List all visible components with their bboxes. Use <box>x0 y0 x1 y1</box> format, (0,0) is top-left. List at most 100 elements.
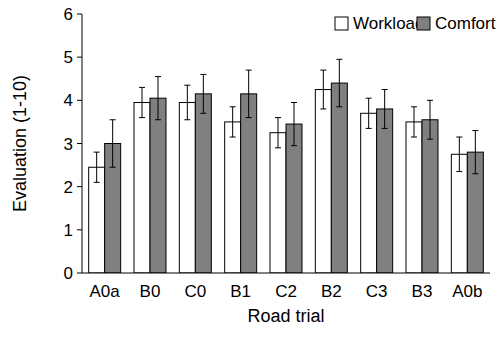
bar <box>134 102 150 273</box>
legend-label: Comfort <box>435 14 496 33</box>
error-cap <box>184 85 190 86</box>
error-bar <box>291 102 297 145</box>
error-line <box>203 74 204 113</box>
error-cap <box>366 128 372 129</box>
y-tick <box>77 57 82 58</box>
error-bar <box>184 85 190 120</box>
legend-swatch <box>417 17 430 30</box>
error-cap <box>200 113 206 114</box>
error-bar <box>94 152 100 182</box>
bar <box>406 122 422 273</box>
bar <box>377 109 393 273</box>
error-line <box>232 107 233 137</box>
error-cap <box>336 59 342 60</box>
error-bar <box>110 120 116 167</box>
legend: Workload Comfort <box>335 14 496 33</box>
error-line <box>475 131 476 174</box>
error-cap <box>291 145 297 146</box>
error-cap <box>382 128 388 129</box>
error-bar <box>275 118 281 148</box>
bar <box>361 113 377 273</box>
y-tick-label: 6 <box>64 5 73 24</box>
error-line <box>368 98 369 128</box>
error-cap <box>366 98 372 99</box>
y-tick <box>77 273 82 274</box>
error-cap <box>411 137 417 138</box>
error-bar <box>366 98 372 128</box>
error-line <box>384 90 385 129</box>
bar <box>315 90 331 273</box>
chart: 0123456A0aB0C0B1C2B2C3B3A0bRoad trialEva… <box>0 0 500 338</box>
error-bar <box>336 59 342 106</box>
error-cap <box>200 74 206 75</box>
x-tick-label: A0a <box>90 282 121 301</box>
x-tick-label: C0 <box>184 282 206 301</box>
error-line <box>323 70 324 109</box>
error-cap <box>336 106 342 107</box>
error-line <box>248 70 249 117</box>
bar <box>150 98 166 273</box>
error-bar <box>139 87 145 117</box>
x-tick-label: B0 <box>140 282 161 301</box>
error-line <box>158 77 159 120</box>
bar <box>225 122 241 273</box>
error-bar <box>382 90 388 129</box>
error-cap <box>427 100 433 101</box>
error-cap <box>320 108 326 109</box>
bar <box>422 120 438 273</box>
error-cap <box>110 119 116 120</box>
y-tick-label: 4 <box>64 91 73 110</box>
error-cap <box>472 130 478 131</box>
y-tick <box>77 100 82 101</box>
error-cap <box>456 171 462 172</box>
error-cap <box>155 119 161 120</box>
y-tick-label: 0 <box>64 264 73 283</box>
error-bar <box>411 107 417 137</box>
x-tick-label: B2 <box>321 282 342 301</box>
x-tick-label: A0b <box>452 282 482 301</box>
error-cap <box>230 106 236 107</box>
y-tick <box>77 14 82 15</box>
bar <box>331 83 347 273</box>
error-line <box>278 118 279 148</box>
error-line <box>294 102 295 145</box>
y-tick-label: 1 <box>64 221 73 240</box>
error-cap <box>94 182 100 183</box>
bar <box>89 167 105 273</box>
bars <box>89 59 484 273</box>
x-tick-label: C2 <box>275 282 297 301</box>
error-cap <box>411 106 417 107</box>
y-axis-label: Evaluation (1-10) <box>10 75 30 212</box>
legend-swatch <box>335 17 348 30</box>
error-cap <box>230 137 236 138</box>
x-axis <box>82 273 490 274</box>
error-cap <box>320 70 326 71</box>
error-cap <box>94 152 100 153</box>
error-cap <box>456 137 462 138</box>
error-cap <box>382 89 388 90</box>
x-axis-label: Road trial <box>247 306 324 326</box>
error-bar <box>230 107 236 137</box>
x-tick-label: B1 <box>230 282 251 301</box>
error-bar <box>472 131 478 174</box>
error-bar <box>246 70 252 117</box>
legend-label: Workload <box>353 14 425 33</box>
error-bar <box>155 77 161 120</box>
error-cap <box>275 147 281 148</box>
bar <box>270 133 286 273</box>
error-cap <box>139 117 145 118</box>
bar <box>179 102 195 273</box>
error-cap <box>246 117 252 118</box>
error-cap <box>155 76 161 77</box>
y-axis <box>82 14 83 273</box>
bar <box>241 94 257 273</box>
bar <box>451 154 467 273</box>
error-cap <box>427 139 433 140</box>
error-cap <box>275 117 281 118</box>
bar <box>195 94 211 273</box>
error-line <box>142 87 143 117</box>
y-tick <box>77 229 82 230</box>
y-tick-label: 5 <box>64 48 73 67</box>
error-bar <box>320 70 326 109</box>
x-tick-label: B3 <box>412 282 433 301</box>
